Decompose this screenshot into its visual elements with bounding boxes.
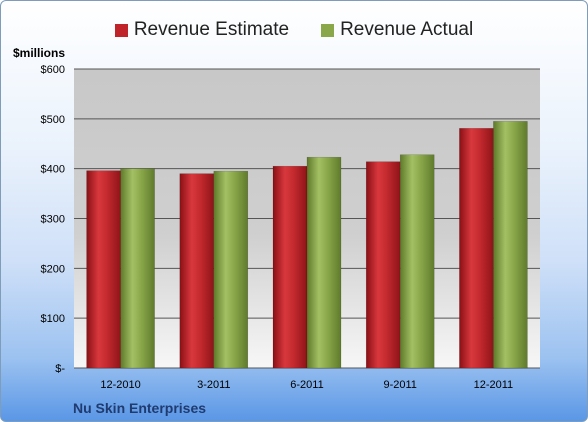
legend-swatch-estimate: [114, 23, 128, 37]
y-axis-ticks: $- $100 $200 $300 $400 $500 $600: [41, 64, 66, 375]
bar-revenue-actual: [399, 154, 435, 369]
bar-revenue-estimate: [86, 170, 121, 369]
x-tick-label: 12-2010: [100, 379, 140, 391]
legend-item-actual: Revenue Actual: [321, 17, 473, 43]
y-tick-label: $-: [55, 363, 65, 375]
bar-revenue-actual: [120, 168, 155, 369]
bar-revenue-estimate: [179, 173, 215, 369]
bars-group: [86, 121, 528, 369]
y-axis-unit-label: $millions: [13, 46, 66, 60]
y-tick-label: $300: [41, 214, 65, 226]
y-tick-label: $200: [41, 263, 65, 275]
bar-revenue-actual: [493, 121, 528, 369]
legend-swatch-actual: [321, 23, 335, 37]
y-tick-label: $400: [41, 164, 65, 176]
y-tick-label: $500: [41, 114, 65, 126]
x-axis-ticks: 12-2010 3-2011 6-2011 9-2011 12-2011: [100, 379, 513, 391]
bar-revenue-estimate: [365, 161, 401, 369]
bar-revenue-estimate: [272, 165, 308, 369]
legend-label-estimate: Revenue Estimate: [133, 19, 290, 40]
x-tick-label: 6-2011: [290, 379, 323, 391]
y-tick-label: $600: [41, 64, 65, 76]
y-tick-label: $100: [41, 313, 65, 325]
legend-item-estimate: Revenue Estimate: [114, 17, 290, 43]
bar-revenue-actual: [213, 170, 249, 369]
x-tick-label: 3-2011: [197, 379, 230, 391]
bar-revenue-estimate: [459, 128, 494, 369]
legend: Revenue Estimate Revenue Actual: [1, 17, 587, 43]
x-tick-label: 12-2011: [474, 379, 514, 391]
bar-revenue-actual: [306, 156, 342, 369]
x-tick-label: 9-2011: [383, 379, 416, 391]
company-name: Nu Skin Enterprises: [73, 400, 207, 416]
legend-label-actual: Revenue Actual: [340, 19, 474, 40]
